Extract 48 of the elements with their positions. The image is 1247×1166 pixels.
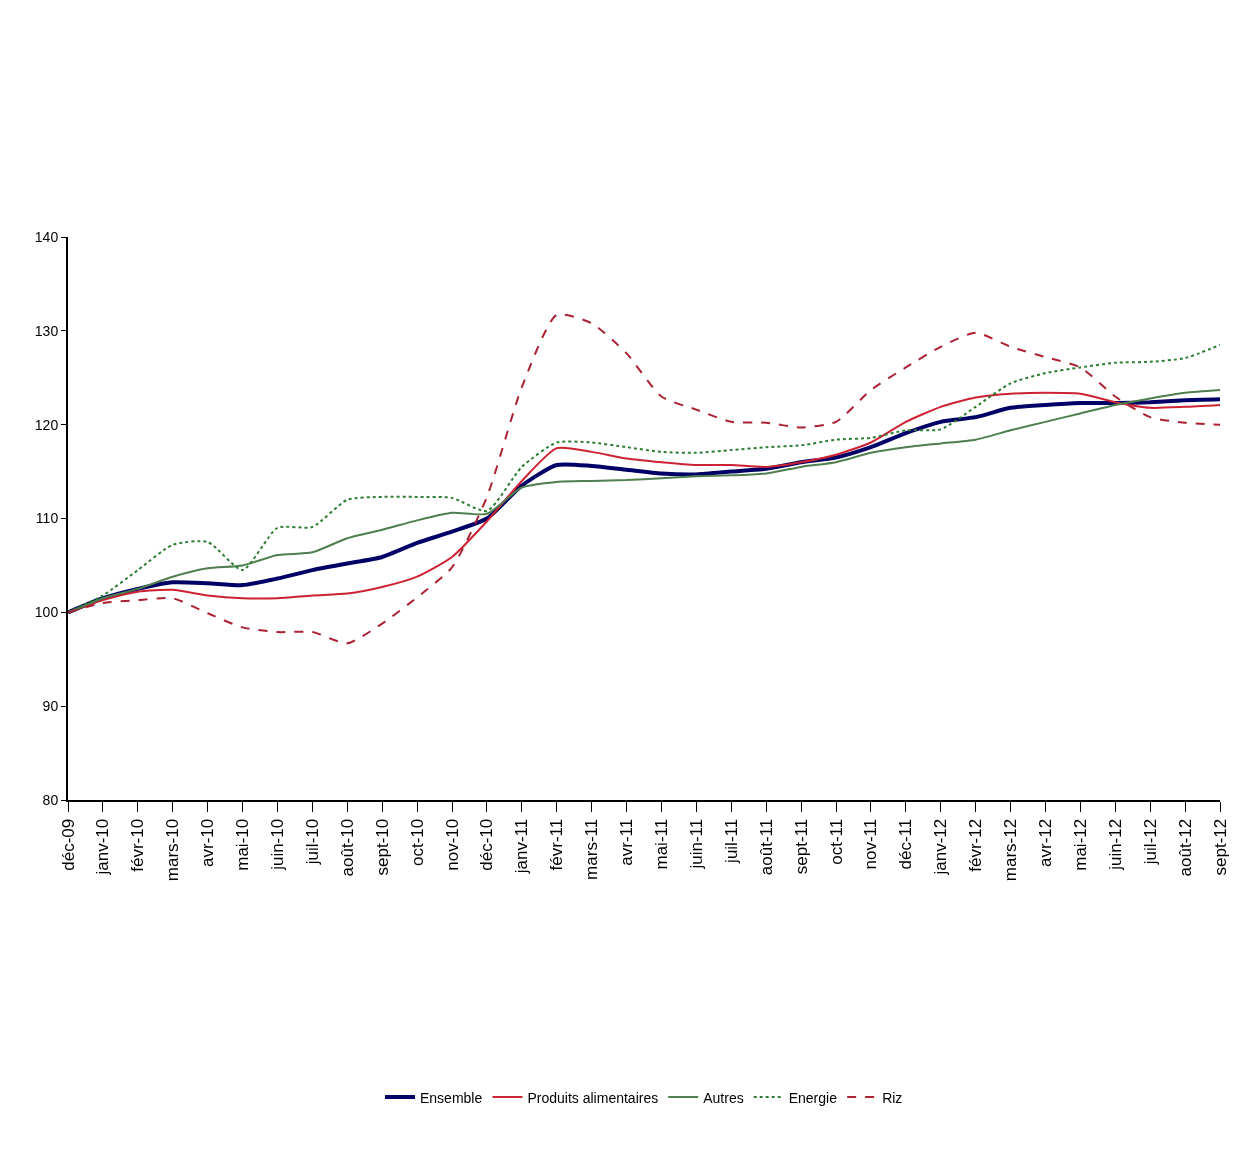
x-tick-label: déc-09 — [58, 818, 78, 871]
x-tick-label: juin-10 — [267, 818, 287, 871]
x-tick-label: oct-11 — [826, 818, 846, 865]
x-tick-label: sept-10 — [372, 818, 392, 876]
y-tick-label: 110 — [35, 510, 59, 527]
legend-label: Energie — [788, 1089, 838, 1106]
x-tick-label: févr-12 — [966, 818, 986, 872]
x-tick-label: avr-12 — [1035, 818, 1055, 867]
y-tick-label: 80 — [42, 791, 59, 808]
x-tick-label: juin-11 — [686, 818, 706, 870]
x-tick-label: janv-11 — [512, 818, 532, 875]
x-tick-label: juil-11 — [721, 818, 741, 864]
legend-label: Produits alimentaires — [527, 1089, 659, 1106]
line-series — [68, 313, 1220, 645]
x-tick-label: mai-11 — [651, 818, 671, 870]
x-tick-label: mai-12 — [1070, 818, 1090, 871]
y-tick-label: 100 — [34, 604, 59, 621]
legend-label: Autres — [703, 1089, 744, 1106]
x-tick-label: avr-10 — [198, 818, 218, 867]
y-tick-label: 90 — [42, 698, 59, 715]
x-tick-label: mars-11 — [582, 818, 602, 880]
x-tick-label: juil-10 — [302, 818, 322, 866]
x-tick-label: déc-11 — [896, 818, 916, 870]
line-series — [68, 343, 1220, 614]
x-tick-label: nov-11 — [861, 818, 881, 870]
x-tick-label: sept-12 — [1210, 818, 1230, 876]
x-tick-label: févr-11 — [547, 818, 567, 871]
y-tick-label: 130 — [34, 322, 59, 339]
x-tick-label: sept-11 — [791, 818, 811, 875]
x-tick-label: janv-10 — [93, 818, 113, 876]
x-tick-label: déc-10 — [477, 818, 497, 871]
legend-label: Riz — [882, 1089, 903, 1106]
x-tick-label: janv-12 — [931, 818, 951, 876]
y-tick-label: 120 — [34, 416, 59, 433]
x-tick-label: août-11 — [756, 818, 776, 876]
x-tick-label: nov-10 — [442, 818, 462, 871]
x-tick-label: mars-10 — [163, 818, 183, 882]
x-tick-label: août-10 — [337, 818, 357, 877]
x-tick-label: août-12 — [1175, 818, 1195, 877]
legend-label: Ensemble — [420, 1089, 483, 1106]
x-tick-label: avr-11 — [617, 818, 637, 866]
x-tick-label: oct-10 — [407, 818, 427, 867]
x-tick-label: juin-12 — [1105, 818, 1125, 871]
x-tick-label: févr-10 — [128, 818, 148, 872]
y-tick-label: 140 — [34, 228, 59, 245]
x-tick-label: mai-10 — [233, 818, 253, 871]
x-tick-label: juil-12 — [1140, 818, 1160, 866]
x-tick-label: mars-12 — [1001, 818, 1021, 882]
